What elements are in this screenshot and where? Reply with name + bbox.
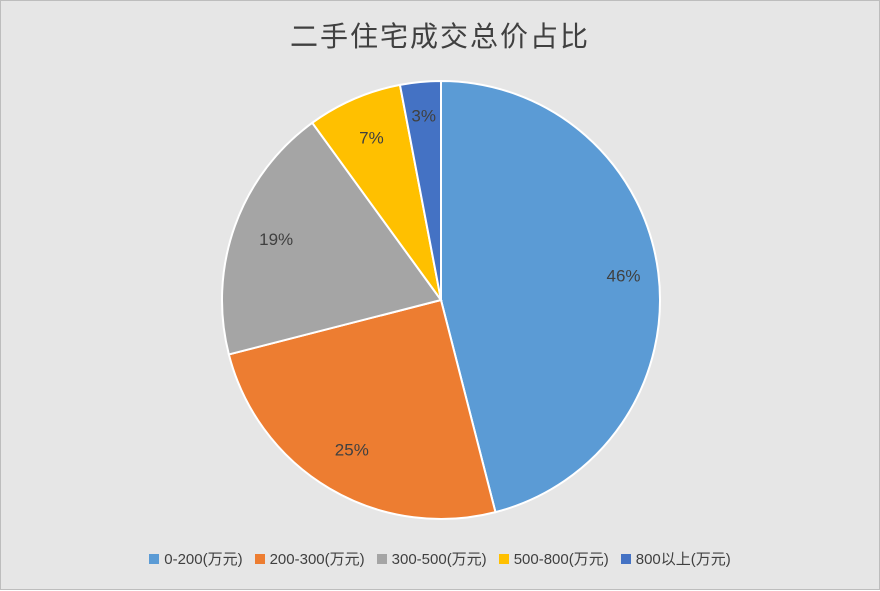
legend-swatch-0-200 — [149, 553, 160, 564]
slice-800-plus — [398, 79, 442, 301]
legend-item-0-200: 0-200(万元) — [149, 548, 243, 569]
legend-label-800-plus: 800以上(万元) — [635, 551, 731, 568]
slice-0-200 — [440, 79, 661, 514]
legend-swatch-200-300 — [254, 553, 265, 564]
slice-label-300-500: 19% — [259, 230, 293, 249]
chart-title: 二手住宅成交总价占比 — [289, 20, 590, 53]
slice-label-500-800: 7% — [359, 129, 384, 148]
legend-label-0-200: 0-200(万元) — [164, 551, 243, 568]
slice-label-800-plus: 3% — [411, 106, 436, 125]
legend-item-300-500: 300-500(万元) — [376, 548, 487, 569]
legend-label-200-300: 200-300(万元) — [269, 551, 365, 568]
legend-item-500-800: 500-800(万元) — [498, 548, 609, 569]
legend-label-500-800: 500-800(万元) — [513, 551, 609, 568]
legend-swatch-300-500 — [376, 553, 387, 564]
legend-item-200-300: 200-300(万元) — [254, 548, 365, 569]
legend-item-800-plus: 800以上(万元) — [620, 548, 731, 569]
slice-300-500 — [221, 121, 443, 356]
slice-label-0-200: 46% — [606, 266, 640, 285]
legend-swatch-800-plus — [620, 553, 631, 564]
legend-label-300-500: 300-500(万元) — [391, 551, 487, 568]
slice-label-200-300: 25% — [335, 440, 369, 459]
slice-200-300 — [227, 298, 497, 520]
legend: 0-200(万元) 200-300(万元) 300-500(万元) 500-80… — [1, 548, 879, 569]
legend-swatch-500-800 — [498, 553, 509, 564]
